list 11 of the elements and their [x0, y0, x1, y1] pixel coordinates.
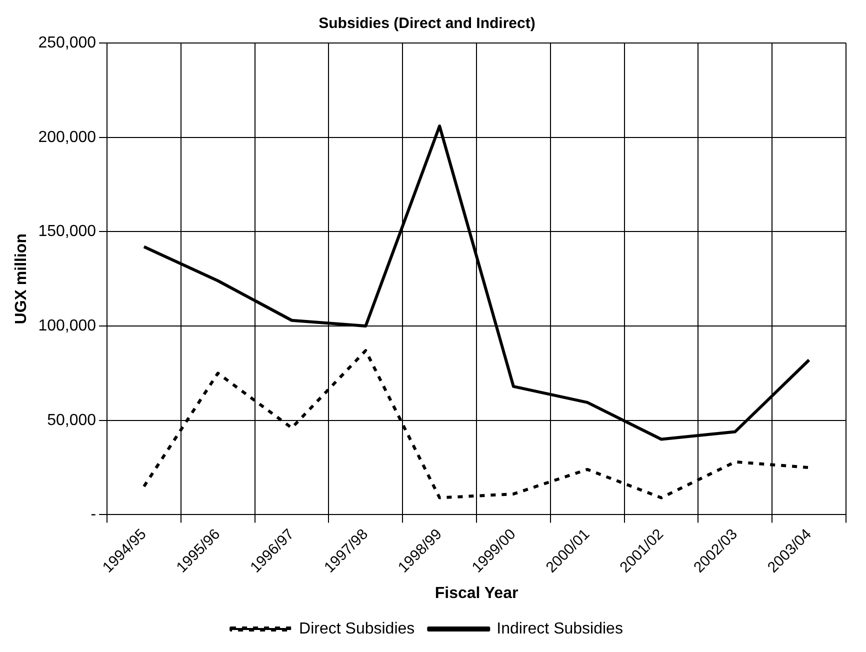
y-tick-label: 200,000 [38, 128, 96, 146]
y-axis-title: UGX million [13, 234, 30, 324]
x-axis-title: Fiscal Year [434, 584, 518, 602]
y-tick-label: 100,000 [38, 317, 96, 334]
y-tick-label: - [90, 506, 96, 524]
y-tick-label: 250,000 [38, 34, 96, 52]
y-tick-label: 150,000 [38, 223, 96, 240]
chart-title: Subsidies (Direct and Indirect) [318, 15, 536, 32]
y-tick-label: 50,000 [47, 412, 96, 429]
legend-label: Direct Subsidies [299, 620, 415, 638]
legend-label: Indirect Subsidies [496, 620, 623, 638]
